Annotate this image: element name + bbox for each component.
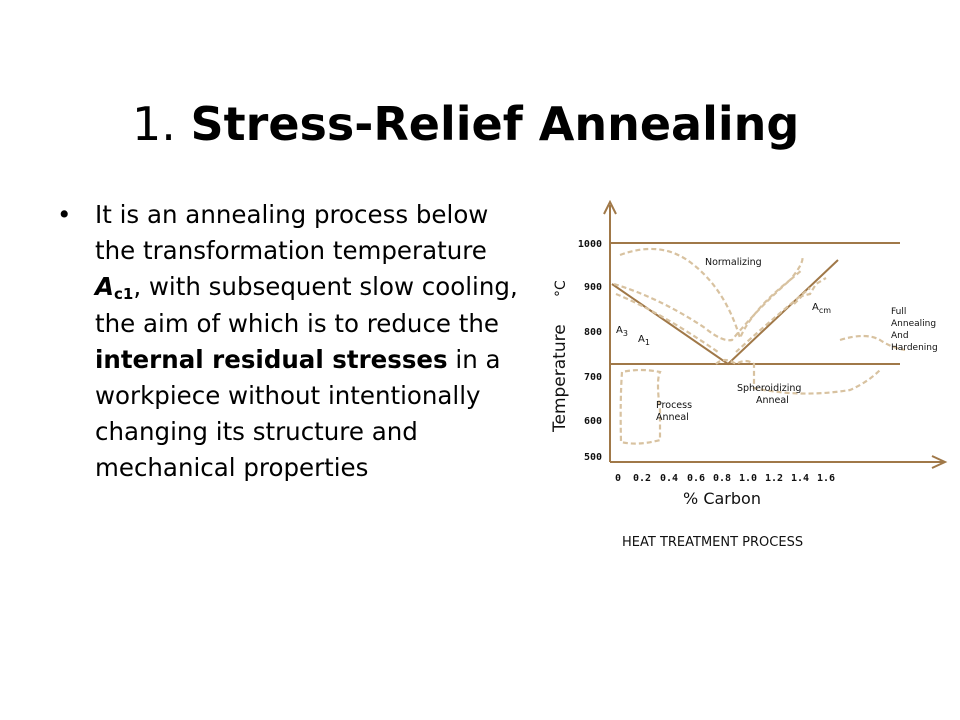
- x-tick-0: 0: [615, 473, 621, 484]
- x-tick-0-4: 0.4: [660, 473, 678, 484]
- spheroidizing-region: [715, 358, 881, 395]
- diagram-svg: 1000 900 800 700 600 500 0 0.2 0.4 0.6 0…: [550, 199, 948, 550]
- y-tick-700: 700: [584, 372, 602, 383]
- symbol-sub: c1: [113, 285, 134, 304]
- bullet-marker: •: [57, 200, 72, 229]
- full-annealing-ribbon: [839, 334, 906, 352]
- y-axis-arrow-icon: [603, 199, 617, 215]
- y-axis-unit: °C: [553, 280, 569, 297]
- paragraph-text-3: in a workpiece without intentionally cha…: [95, 344, 501, 483]
- process-regions: [613, 247, 906, 445]
- bold-phrase: internal residual stresses: [95, 344, 448, 374]
- x-axis-arrow-icon: [931, 455, 948, 469]
- label-acm: Acm: [812, 302, 831, 315]
- label-a3: A3: [616, 325, 628, 338]
- a3-acm-lines: [611, 259, 839, 366]
- label-full-1: Full: [891, 307, 906, 317]
- paragraph-text-1: It is an annealing process below the tra…: [95, 200, 489, 266]
- label-a3-sub: 3: [623, 329, 628, 338]
- x-tick-0-6: 0.6: [687, 473, 705, 484]
- label-process-1: Process: [656, 400, 692, 411]
- label-normalizing: Normalizing: [705, 257, 762, 268]
- diagram-caption: HEAT TREATMENT PROCESS: [622, 535, 803, 550]
- symbol-a: A: [95, 272, 114, 302]
- x-tick-0-2: 0.2: [633, 473, 651, 484]
- process-anneal-region: [619, 368, 662, 445]
- full-anneal-region: [615, 287, 811, 353]
- label-a3-main: A: [616, 325, 623, 336]
- label-a1-sub: 1: [645, 338, 650, 347]
- x-tick-1-4: 1.4: [791, 473, 809, 484]
- title-number: 1.: [132, 97, 176, 151]
- title-text: Stress-Relief Annealing: [190, 97, 800, 151]
- label-full-4: Hardening: [891, 343, 938, 353]
- x-axis-title: % Carbon: [683, 489, 761, 508]
- label-a1-main: A: [638, 334, 645, 345]
- label-full-3: And: [891, 331, 909, 341]
- label-spheroidizing-2: Anneal: [756, 395, 789, 406]
- x-tick-1-0: 1.0: [739, 473, 757, 484]
- y-tick-800: 800: [584, 327, 602, 338]
- label-spheroidizing-1: Spheroidizing: [737, 383, 801, 394]
- bullet-paragraph: It is an annealing process below the tra…: [95, 197, 527, 487]
- y-tick-1000: 1000: [578, 239, 602, 250]
- normalizing-region: [619, 247, 804, 342]
- x-tick-1-6: 1.6: [817, 473, 835, 484]
- acm-ribbon: [793, 277, 827, 305]
- y-tick-500: 500: [584, 452, 602, 463]
- label-acm-sub: cm: [819, 306, 831, 315]
- y-tick-900: 900: [584, 282, 602, 293]
- label-acm-main: A: [812, 302, 819, 313]
- bullet-list: • It is an annealing process below the t…: [57, 197, 527, 487]
- x-tick-1-2: 1.2: [765, 473, 783, 484]
- slide-title: 1. Stress-Relief Annealing: [132, 96, 799, 152]
- normalizing-inner-region: [613, 269, 803, 342]
- y-axis-title: Temperature: [550, 324, 570, 433]
- label-process-2: Anneal: [656, 412, 689, 423]
- paragraph-text-2: , with subsequent slow cooling, the aim …: [95, 272, 518, 338]
- y-tick-600: 600: [584, 416, 602, 427]
- label-a1: A1: [638, 334, 650, 347]
- label-full-2: Annealing: [891, 319, 936, 329]
- x-tick-0-8: 0.8: [713, 473, 731, 484]
- heat-treatment-diagram: 1000 900 800 700 600 500 0 0.2 0.4 0.6 0…: [540, 199, 960, 560]
